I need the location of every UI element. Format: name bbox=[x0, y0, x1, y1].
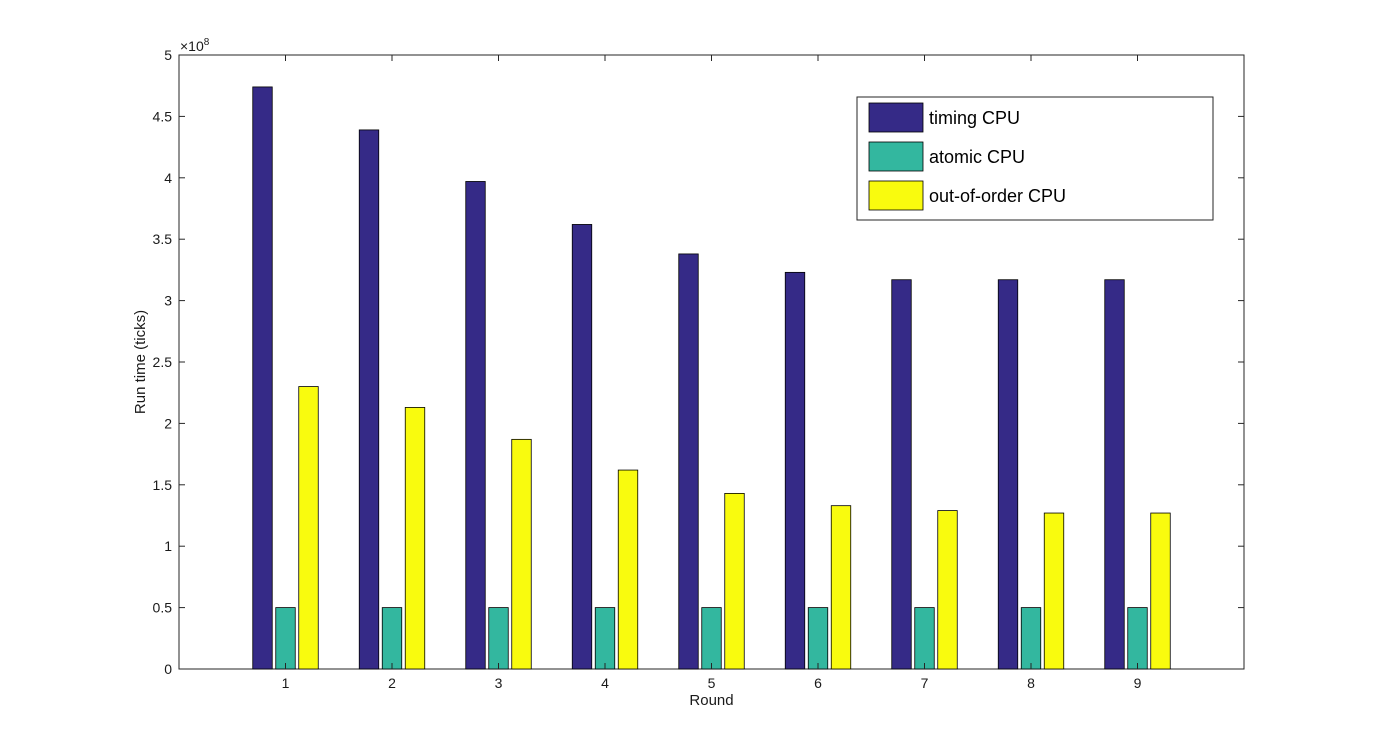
legend-label-out-of-order-cpu: out-of-order CPU bbox=[929, 186, 1066, 206]
bar-out-of-order-cpu-round-3 bbox=[511, 438, 532, 670]
y-tick-label: 1 bbox=[164, 538, 172, 554]
bar-timing-cpu-round-8 bbox=[997, 279, 1019, 670]
x-tick-label: 6 bbox=[814, 675, 822, 691]
y-exponent-power: 8 bbox=[204, 37, 210, 48]
bar-atomic-cpu-round-1 bbox=[275, 607, 296, 670]
bar-atomic-cpu-round-5 bbox=[701, 607, 722, 670]
y-tick-label: 1.5 bbox=[153, 477, 173, 493]
bar-out-of-order-cpu-round-7 bbox=[937, 510, 958, 670]
y-tick-label: 3 bbox=[164, 293, 172, 309]
bar-timing-cpu-round-7 bbox=[891, 279, 912, 670]
bar-timing-cpu-round-1 bbox=[252, 86, 273, 670]
bar-atomic-cpu-round-7 bbox=[914, 607, 935, 670]
y-tick-label: 2.5 bbox=[153, 354, 173, 370]
bar-atomic-cpu-round-4 bbox=[594, 607, 616, 670]
bar-atomic-cpu-round-3 bbox=[488, 607, 509, 670]
bar-out-of-order-cpu-round-1 bbox=[298, 386, 319, 670]
bar-timing-cpu-round-2 bbox=[358, 129, 380, 670]
bar-atomic-cpu-round-8 bbox=[1020, 607, 1042, 670]
legend-label-atomic-cpu: atomic CPU bbox=[929, 147, 1025, 167]
x-tick-label: 8 bbox=[1027, 675, 1035, 691]
legend-swatch-atomic-cpu bbox=[868, 141, 924, 172]
bar-atomic-cpu-round-2 bbox=[381, 607, 403, 670]
legend-swatch-timing-cpu bbox=[868, 102, 924, 133]
y-axis-exponent: ×108 bbox=[180, 37, 210, 54]
labels-group: Round Run time (ticks) ×108 bbox=[132, 37, 734, 709]
bar-timing-cpu-round-6 bbox=[784, 271, 806, 670]
x-tick-label: 1 bbox=[282, 675, 290, 691]
y-tick-label: 0.5 bbox=[153, 600, 173, 616]
x-tick-label: 9 bbox=[1134, 675, 1142, 691]
y-tick-label: 0 bbox=[164, 661, 172, 677]
bar-out-of-order-cpu-round-9 bbox=[1150, 512, 1171, 670]
bar-out-of-order-cpu-round-6 bbox=[830, 505, 852, 670]
y-axis-label: Run time (ticks) bbox=[132, 310, 149, 414]
x-tick-label: 2 bbox=[388, 675, 396, 691]
bar-timing-cpu-round-3 bbox=[465, 181, 486, 670]
bar-out-of-order-cpu-round-5 bbox=[724, 492, 745, 670]
bar-timing-cpu-round-4 bbox=[571, 224, 593, 670]
bars-group bbox=[252, 86, 1171, 670]
bar-out-of-order-cpu-round-4 bbox=[617, 469, 639, 670]
y-tick-label: 4.5 bbox=[153, 108, 173, 124]
bar-timing-cpu-round-5 bbox=[678, 253, 699, 670]
legend: timing CPU atomic CPU out-of-order CPU bbox=[856, 96, 1214, 221]
bar-atomic-cpu-round-9 bbox=[1127, 607, 1148, 670]
x-tick-label: 7 bbox=[921, 675, 929, 691]
y-exponent-base: ×10 bbox=[180, 38, 204, 54]
bar-atomic-cpu-round-6 bbox=[807, 607, 829, 670]
bar-timing-cpu-round-9 bbox=[1104, 279, 1125, 670]
y-tick-label: 2 bbox=[164, 415, 172, 431]
y-tick-label: 5 bbox=[164, 47, 172, 63]
legend-label-timing-cpu: timing CPU bbox=[929, 108, 1020, 128]
x-tick-label: 3 bbox=[495, 675, 503, 691]
x-axis-label: Round bbox=[689, 692, 733, 709]
axes-group: 0 0.5 1 1.5 2 2.5 3 3.5 4 4.5 5 1 2 3 4 5 6 7 8 9 bbox=[153, 47, 1244, 691]
legend-swatch-out-of-order-cpu bbox=[868, 180, 924, 211]
y-tick-label: 3.5 bbox=[153, 231, 173, 247]
bar-out-of-order-cpu-round-8 bbox=[1043, 512, 1065, 670]
y-tick-label: 4 bbox=[164, 170, 172, 186]
bar-out-of-order-cpu-round-2 bbox=[404, 407, 426, 670]
x-tick-label: 4 bbox=[601, 675, 609, 691]
x-tick-label: 5 bbox=[708, 675, 716, 691]
